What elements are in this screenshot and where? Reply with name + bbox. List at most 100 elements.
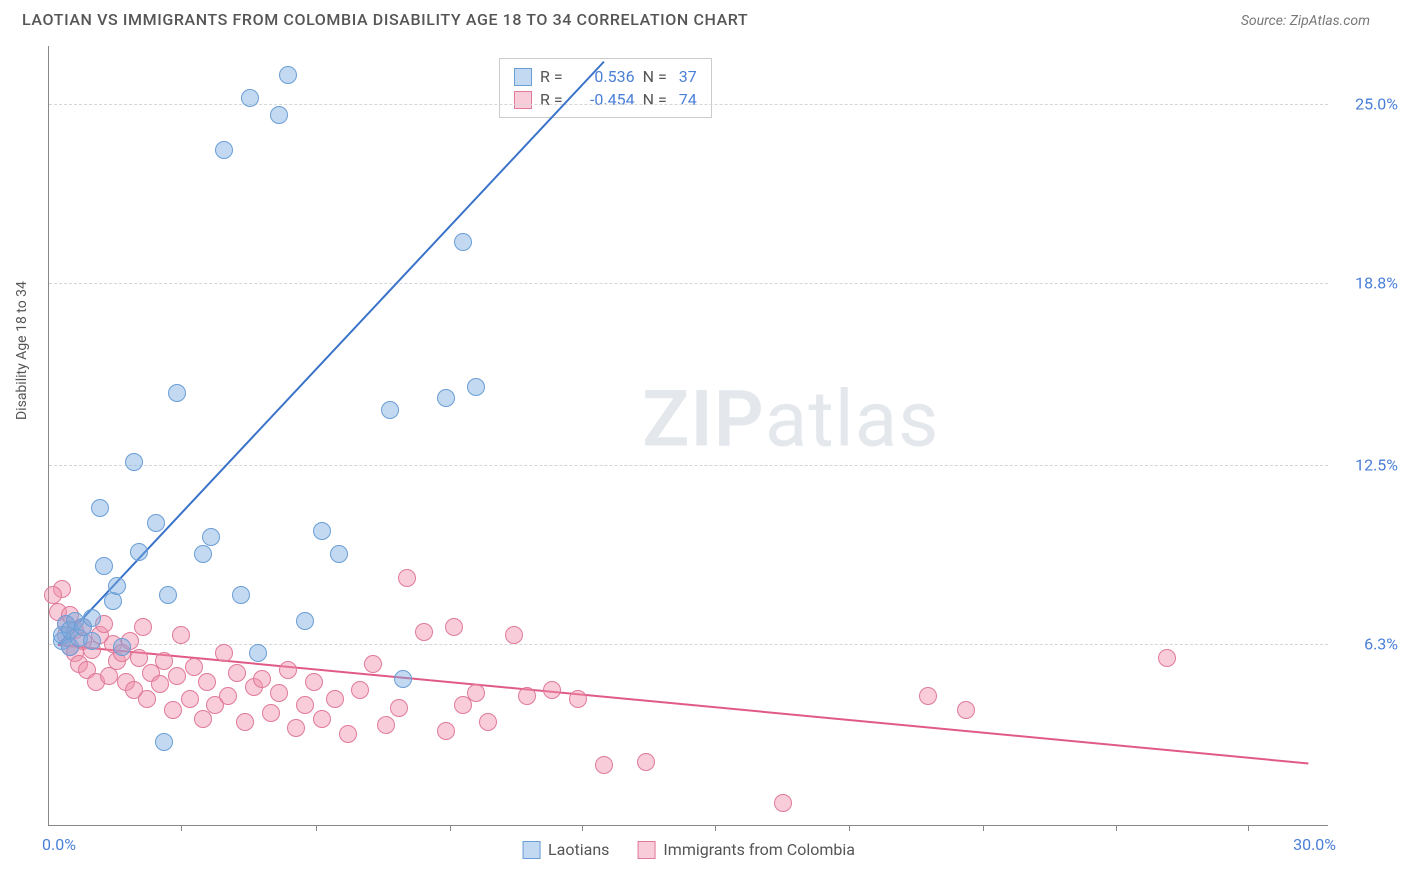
point-laotians: [249, 644, 267, 662]
x-tick: [181, 825, 182, 831]
point-laotians: [202, 528, 220, 546]
point-laotians: [194, 545, 212, 563]
point-laotians: [394, 670, 412, 688]
point-laotians: [159, 586, 177, 604]
point-colombia: [287, 719, 305, 737]
point-laotians: [108, 577, 126, 595]
point-colombia: [236, 713, 254, 731]
watermark: ZIPatlas: [642, 374, 939, 465]
swatch-laotians-icon: [522, 841, 540, 859]
point-colombia: [364, 655, 382, 673]
n-value-laotians: 37: [679, 67, 697, 86]
plot-container: ZIPatlas R = 0.536 N = 37 R = -0.454 N =…: [48, 46, 1328, 826]
y-tick-label: 18.8%: [1338, 273, 1398, 292]
gridline: [49, 465, 1328, 466]
point-colombia: [181, 690, 199, 708]
point-colombia: [296, 696, 314, 714]
point-laotians: [270, 106, 288, 124]
point-colombia: [305, 673, 323, 691]
r-value-laotians: 0.536: [571, 67, 635, 86]
chart-title: LAOTIAN VS IMMIGRANTS FROM COLOMBIA DISA…: [22, 10, 748, 29]
point-colombia: [279, 661, 297, 679]
point-colombia: [168, 667, 186, 685]
point-laotians: [215, 141, 233, 159]
point-colombia: [479, 713, 497, 731]
point-colombia: [543, 681, 561, 699]
point-colombia: [253, 670, 271, 688]
point-colombia: [351, 681, 369, 699]
gridline: [49, 104, 1328, 105]
gridline: [49, 644, 1328, 645]
point-colombia: [569, 690, 587, 708]
point-laotians: [437, 389, 455, 407]
point-colombia: [151, 675, 169, 693]
y-tick-label: 12.5%: [1338, 455, 1398, 474]
point-colombia: [194, 710, 212, 728]
point-colombia: [774, 794, 792, 812]
point-colombia: [215, 644, 233, 662]
point-laotians: [130, 543, 148, 561]
point-colombia: [219, 687, 237, 705]
series-legend: Laotians Immigrants from Colombia: [522, 840, 855, 859]
source-label: Source: ZipAtlas.com: [1241, 13, 1370, 29]
legend-item-laotians: Laotians: [522, 840, 609, 859]
point-laotians: [113, 638, 131, 656]
point-laotians: [467, 378, 485, 396]
legend-label-laotians: Laotians: [548, 840, 609, 859]
point-colombia: [270, 684, 288, 702]
point-colombia: [164, 701, 182, 719]
legend-label-colombia: Immigrants from Colombia: [663, 840, 855, 859]
trendline-colombia: [57, 644, 1307, 764]
x-tick: [582, 825, 583, 831]
stats-row-colombia: R = -0.454 N = 74: [514, 88, 697, 111]
point-colombia: [262, 704, 280, 722]
point-laotians: [454, 233, 472, 251]
point-colombia: [437, 722, 455, 740]
point-colombia: [919, 687, 937, 705]
point-laotians: [381, 401, 399, 419]
point-laotians: [91, 499, 109, 517]
x-tick: [316, 825, 317, 831]
legend-item-colombia: Immigrants from Colombia: [637, 840, 855, 859]
point-laotians: [296, 612, 314, 630]
point-laotians: [232, 586, 250, 604]
point-colombia: [518, 687, 536, 705]
plot-area: ZIPatlas R = 0.536 N = 37 R = -0.454 N =…: [48, 46, 1328, 826]
y-axis-label: Disability Age 18 to 34: [14, 281, 30, 420]
point-colombia: [138, 690, 156, 708]
point-colombia: [467, 684, 485, 702]
point-colombia: [44, 586, 62, 604]
x-tick: [715, 825, 716, 831]
point-colombia: [313, 710, 331, 728]
x-tick: [450, 825, 451, 831]
y-tick-label: 25.0%: [1338, 94, 1398, 113]
point-colombia: [445, 618, 463, 636]
n-value-colombia: 74: [679, 90, 697, 109]
swatch-colombia-icon: [637, 841, 655, 859]
point-laotians: [83, 632, 101, 650]
point-colombia: [1158, 649, 1176, 667]
point-colombia: [637, 753, 655, 771]
point-colombia: [228, 664, 246, 682]
point-laotians: [155, 733, 173, 751]
point-colombia: [172, 626, 190, 644]
stats-row-laotians: R = 0.536 N = 37: [514, 65, 697, 88]
point-colombia: [198, 673, 216, 691]
point-laotians: [147, 514, 165, 532]
point-colombia: [155, 652, 173, 670]
x-tick: [1248, 825, 1249, 831]
x-max-label: 30.0%: [1293, 835, 1336, 854]
point-colombia: [339, 725, 357, 743]
point-colombia: [390, 699, 408, 717]
point-laotians: [95, 557, 113, 575]
point-colombia: [185, 658, 203, 676]
point-laotians: [313, 522, 331, 540]
point-laotians: [330, 545, 348, 563]
point-laotians: [83, 609, 101, 627]
x-tick: [1116, 825, 1117, 831]
x-origin-label: 0.0%: [42, 835, 76, 854]
point-colombia: [326, 690, 344, 708]
point-laotians: [125, 453, 143, 471]
swatch-laotians: [514, 68, 532, 86]
point-colombia: [957, 701, 975, 719]
